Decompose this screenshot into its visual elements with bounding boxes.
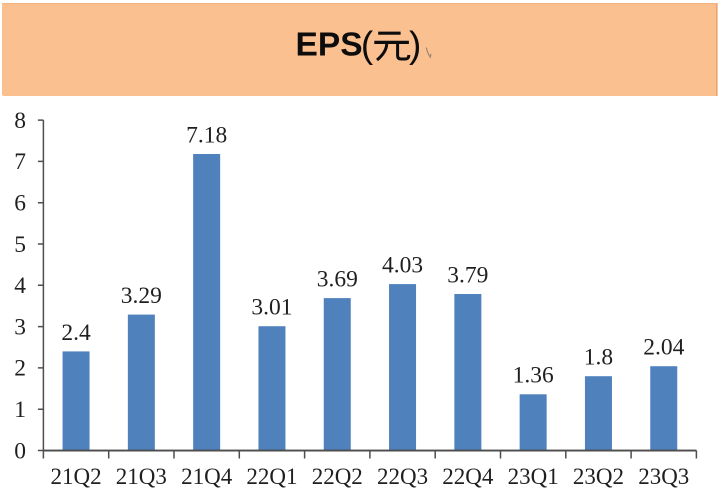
svg-text:): ) (409, 25, 421, 66)
svg-text:6: 6 (14, 191, 26, 217)
svg-text:EPS: EPS (296, 26, 363, 63)
svg-text:4: 4 (14, 273, 26, 299)
svg-text:3.69: 3.69 (317, 267, 358, 293)
svg-text:7.18: 7.18 (186, 122, 227, 148)
svg-text:5: 5 (14, 232, 26, 258)
svg-text:1.8: 1.8 (584, 345, 613, 371)
svg-text:2.4: 2.4 (61, 320, 91, 346)
svg-text:4.03: 4.03 (382, 253, 423, 279)
svg-text:7: 7 (14, 149, 26, 175)
svg-text:23Q2: 23Q2 (573, 464, 624, 489)
svg-text:2: 2 (14, 356, 26, 382)
svg-text:22Q3: 22Q3 (377, 464, 428, 489)
svg-text:22Q2: 22Q2 (312, 464, 363, 489)
svg-text:21Q2: 21Q2 (50, 464, 101, 489)
svg-text:21Q3: 21Q3 (116, 464, 167, 489)
svg-text:3: 3 (14, 314, 26, 340)
svg-text:8: 8 (14, 108, 26, 134)
svg-text:(: ( (361, 25, 374, 66)
svg-text:21Q4: 21Q4 (181, 464, 233, 489)
svg-text:3.79: 3.79 (447, 262, 488, 288)
svg-text:3.29: 3.29 (121, 283, 162, 309)
svg-text:2.04: 2.04 (643, 335, 684, 361)
svg-text:0: 0 (14, 438, 26, 464)
svg-text:1.36: 1.36 (513, 363, 554, 389)
svg-text:1: 1 (14, 397, 26, 423)
svg-text:22Q1: 22Q1 (246, 464, 297, 489)
svg-text:23Q1: 23Q1 (508, 464, 559, 489)
svg-text:3.01: 3.01 (251, 295, 292, 321)
svg-text:23Q3: 23Q3 (638, 464, 689, 489)
svg-text:22Q4: 22Q4 (442, 464, 494, 489)
